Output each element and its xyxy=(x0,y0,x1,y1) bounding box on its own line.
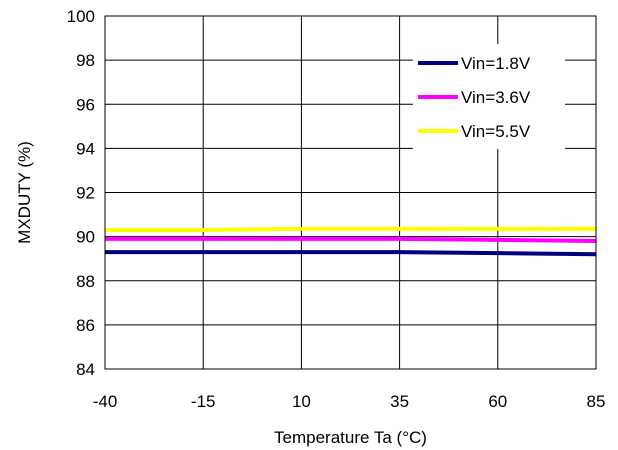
y-tick-label: 86 xyxy=(76,316,95,335)
x-tick-label: 10 xyxy=(292,392,311,411)
x-tick-label: -40 xyxy=(93,392,118,411)
series-line-2 xyxy=(105,236,597,244)
x-axis-label: Temperature Ta (°C) xyxy=(274,428,427,447)
legend: Vin=1.8V Vin=3.6V Vin=5.5V xyxy=(413,44,565,149)
y-tick-label: 88 xyxy=(76,272,95,291)
x-tick-labels: -40 -15 10 35 60 85 xyxy=(93,392,606,411)
legend-label: Vin=3.6V xyxy=(461,88,531,107)
y-tick-label: 96 xyxy=(76,95,95,114)
plot-area xyxy=(104,15,597,370)
x-tick-label: 60 xyxy=(488,392,507,411)
x-tick-label: -15 xyxy=(191,392,216,411)
x-tick-label: 85 xyxy=(587,392,606,411)
y-tick-label: 100 xyxy=(67,7,95,26)
series-line-1 xyxy=(105,250,597,257)
y-tick-label: 84 xyxy=(76,360,95,379)
series-line-3 xyxy=(105,226,596,233)
legend-label: Vin=1.8V xyxy=(461,54,531,73)
y-tick-label: 92 xyxy=(76,184,95,203)
x-tick-label: 35 xyxy=(390,392,409,411)
y-tick-label: 98 xyxy=(76,51,95,70)
y-axis-label: MXDUTY (%) xyxy=(15,141,34,244)
y-tick-labels: 84 86 88 90 92 94 96 98 100 xyxy=(67,7,95,379)
y-tick-label: 94 xyxy=(76,139,95,158)
series-layer xyxy=(105,226,597,257)
y-tick-label: 90 xyxy=(76,228,95,247)
legend-label: Vin=5.5V xyxy=(461,122,531,141)
